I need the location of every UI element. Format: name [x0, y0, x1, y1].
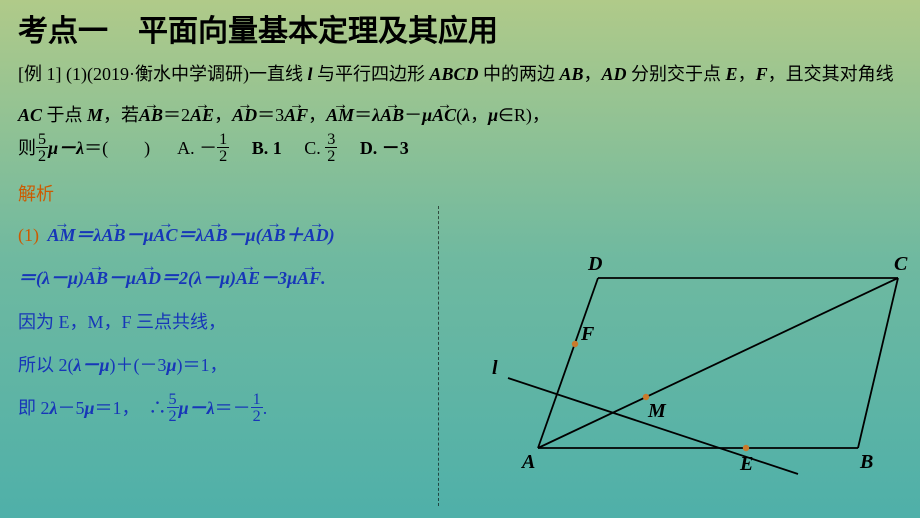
frac-1-2: 12	[251, 391, 263, 424]
txt: ，	[308, 105, 326, 125]
frac-1-2: 12	[217, 131, 229, 164]
solution-line3: 因为 E，M，F 三点共线，	[18, 301, 442, 344]
svg-text:F: F	[580, 323, 595, 345]
vec-ab: AB	[380, 95, 404, 136]
frac-5-2: 52	[36, 131, 48, 164]
frac-3-2: 32	[325, 131, 337, 164]
solution-line2: ＝(λ－μ)AB－μAD＝2(λ－μ)AE－3μAF.	[18, 257, 442, 300]
txt: ，	[532, 105, 550, 125]
blank: ＝( )	[84, 138, 150, 158]
section-heading: 考点一 平面向量基本定理及其应用	[0, 0, 920, 52]
vec-ab: AB	[139, 95, 163, 136]
txt: ，	[214, 105, 232, 125]
vec-ae: AE	[190, 95, 214, 136]
eq: ＝3	[257, 105, 284, 125]
opt-d: D. －3	[360, 138, 409, 158]
mu-lambda: μ－λ	[48, 138, 84, 158]
svg-text:B: B	[859, 451, 873, 473]
prefix-text: [例 1] (1)(2019·衡水中学调研)一直线	[18, 64, 307, 84]
txt: 与平行四边形	[312, 64, 429, 84]
analysis-label: 解析	[0, 166, 920, 214]
mu: μ	[488, 105, 498, 125]
mu: μ	[422, 105, 432, 125]
eq: －	[404, 105, 422, 125]
txt: 分别交于点	[627, 64, 726, 84]
frac-5-2: 52	[167, 391, 179, 424]
eq: ＝	[354, 105, 372, 125]
vec-ad: AD	[136, 257, 161, 300]
vec-ab: AB	[204, 214, 228, 257]
svg-text:D: D	[587, 253, 602, 275]
opt-b: B. 1	[252, 138, 282, 158]
vertical-separator	[438, 206, 439, 506]
problem-stem: [例 1] (1)(2019·衡水中学调研)一直线 l 与平行四边形 ABCD …	[0, 52, 920, 137]
vec-ad: AD	[232, 95, 257, 136]
lambda: λ	[372, 105, 380, 125]
solution-text: (1) AM＝λAB－μAC＝λAB－μ(AB＋AD) ＝(λ－μ)AB－μAD…	[0, 214, 460, 430]
vec-ae: AE	[236, 257, 260, 300]
ad: AD	[602, 64, 627, 84]
neg: －	[199, 138, 217, 158]
ab: AB	[560, 64, 584, 84]
then: 则	[18, 138, 36, 158]
lambda: λ	[462, 105, 470, 125]
solution-line5: 即 2λ－5μ＝1， ∴52μ－λ＝－12.	[18, 387, 442, 430]
vec-ab: AB	[262, 214, 286, 257]
txt: ，	[738, 64, 756, 84]
m: M	[87, 105, 103, 125]
txt: 中的两边	[479, 64, 560, 84]
txt: 于点	[42, 105, 87, 125]
solution-line4: 所以 2(λ－μ)＋(－3μ)＝1，	[18, 344, 442, 387]
txt: ，	[470, 105, 488, 125]
solution-line1: (1) AM＝λAB－μAC＝λAB－μ(AB＋AD)	[18, 214, 442, 257]
svg-text:l: l	[492, 357, 498, 379]
opt-c-label: C.	[304, 138, 321, 158]
f: F	[756, 64, 768, 84]
inR: ∈R)	[498, 105, 532, 125]
svg-text:A: A	[520, 451, 535, 473]
svg-text:E: E	[739, 453, 753, 475]
vec-ab: AB	[84, 257, 108, 300]
options-row: 则52μ－λ＝( ) A. －12 B. 1 C. 32 D. －3	[0, 133, 920, 166]
ord: (1)	[18, 225, 39, 245]
svg-text:M: M	[647, 400, 667, 422]
vec-af: AF	[284, 95, 308, 136]
txt: ，	[584, 64, 602, 84]
ac: AC	[18, 105, 42, 125]
vec-am: AM	[48, 214, 76, 257]
eq: ＝2	[163, 105, 190, 125]
e: E	[726, 64, 738, 84]
vec-af: AF	[297, 257, 321, 300]
vec-ac: AC	[432, 95, 456, 136]
txt: ，且交其对角线	[768, 64, 894, 84]
geometry-diagram: A B C D E F Ml	[478, 248, 908, 498]
abcd: ABCD	[429, 64, 478, 84]
opt-a-label: A.	[177, 138, 195, 158]
svg-text:C: C	[894, 253, 908, 275]
txt: ，若	[103, 105, 139, 125]
